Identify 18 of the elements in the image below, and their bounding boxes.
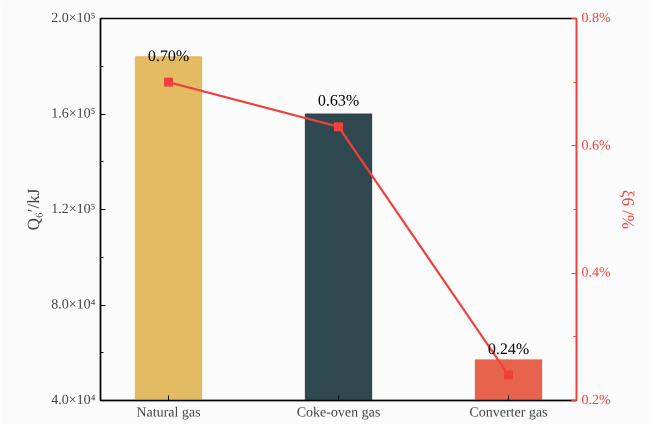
x-tick-label: Coke-oven gas <box>296 406 380 420</box>
x-tick-label: Natural gas <box>136 406 201 420</box>
y-tick-label: 8.0×10⁴ <box>51 298 96 312</box>
y2-tick-label: 0.8% <box>582 11 611 26</box>
y2-tick-label: 0.4% <box>582 266 611 281</box>
y-tick-label: 2.0×10⁵ <box>51 11 96 26</box>
point <box>504 370 513 380</box>
y2-tick-label: 0.2% <box>582 393 611 408</box>
y2-tick-label: 0.6% <box>582 138 611 154</box>
point <box>334 122 343 132</box>
y2-axis-title: ξ6 /% <box>618 190 638 230</box>
y-tick-label: 1.6×10⁵ <box>51 106 96 122</box>
y-tick-label: 4.0×10⁴ <box>51 393 96 408</box>
point <box>164 78 173 87</box>
data-label: 0.63% <box>318 92 360 110</box>
y-axis-title: Q₆′/kJ <box>24 188 44 230</box>
x-tick-label: Converter gas <box>469 406 548 420</box>
y-tick-label: 1.2×10⁵ <box>51 202 96 217</box>
